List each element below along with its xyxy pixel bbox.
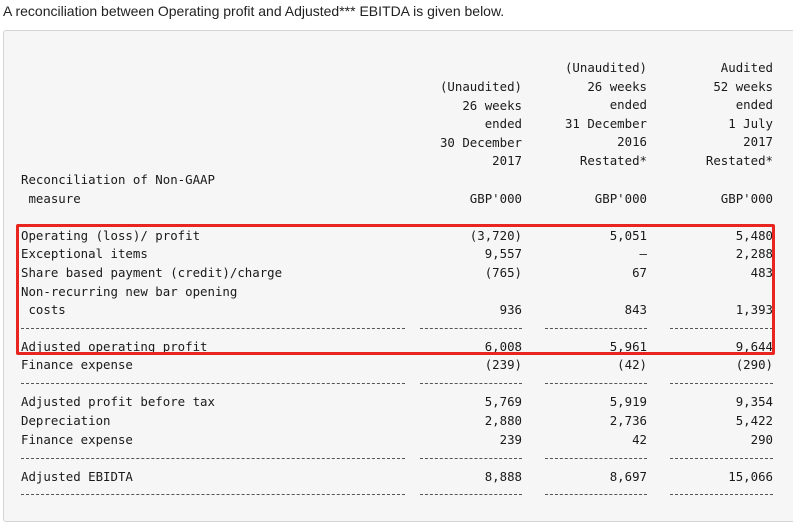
cell-h1-2017: (765)	[484, 265, 522, 280]
cell-fy-2017: (290)	[735, 357, 773, 372]
cell-h1-2016: 843	[624, 302, 647, 317]
divider	[545, 494, 647, 495]
divider	[420, 383, 522, 384]
cell-fy-2017: 5,422	[735, 413, 773, 428]
row-label: Finance expense	[21, 432, 133, 447]
row-label-cont: costs	[21, 302, 66, 317]
cell-h1-2016: (42)	[617, 357, 647, 372]
cell-h1-2016: 5,051	[609, 228, 647, 243]
cell-h1-2016: 2,736	[609, 413, 647, 428]
unit-h1-2017: GBP'000	[469, 191, 522, 206]
row-label: Finance expense	[21, 357, 133, 372]
divider	[670, 328, 773, 329]
divider	[420, 328, 522, 329]
cell-h1-2017: 5,769	[484, 394, 522, 409]
cell-h1-2017: 239	[499, 432, 522, 447]
cell-h1-2016: 8,697	[609, 469, 647, 484]
cell-h1-2017: (239)	[484, 357, 522, 372]
row-label: Adjusted profit before tax	[21, 394, 215, 409]
cell-h1-2017: (3,720)	[469, 228, 522, 243]
column-header-fy-2017: Audited 52 weeks ended 1 July 2017 Resta…	[705, 60, 773, 168]
cell-h1-2016: –	[639, 246, 647, 261]
divider	[670, 494, 773, 495]
cell-h1-2017: 8,888	[484, 469, 522, 484]
column-header-h1-2017: (Unaudited) 26 weeks ended 30 December 2…	[439, 79, 522, 169]
column-header-h1-2016: (Unaudited) 26 weeks ended 31 December 2…	[564, 60, 647, 168]
reconciliation-panel	[3, 30, 793, 522]
intro-text: A reconciliation between Operating profi…	[3, 3, 505, 19]
cell-h1-2016: 67	[632, 265, 647, 280]
table-label-cont: measure	[21, 191, 81, 206]
cell-fy-2017: 2,288	[735, 246, 773, 261]
cell-fy-2017: 5,480	[735, 228, 773, 243]
divider	[670, 383, 773, 384]
unit-fy-2017: GBP'000	[720, 191, 773, 206]
cell-fy-2017: 1,393	[735, 302, 773, 317]
table-label: Reconciliation of Non-GAAP	[21, 172, 215, 187]
cell-fy-2017: 9,644	[735, 339, 773, 354]
unit-h1-2016: GBP'000	[594, 191, 647, 206]
cell-h1-2017: 936	[499, 302, 522, 317]
divider	[545, 458, 647, 459]
cell-h1-2016: 5,919	[609, 394, 647, 409]
cell-fy-2017: 9,354	[735, 394, 773, 409]
cell-h1-2017: 2,880	[484, 413, 522, 428]
row-label: Exceptional items	[21, 246, 148, 261]
divider	[420, 494, 522, 495]
divider	[545, 328, 647, 329]
cell-h1-2016: 42	[632, 432, 647, 447]
row-label: Operating (loss)/ profit	[21, 228, 201, 243]
divider	[21, 494, 405, 495]
divider	[21, 458, 405, 459]
row-label: Adjusted EBIDTA	[21, 469, 133, 484]
cell-fy-2017: 15,066	[728, 469, 773, 484]
cell-h1-2017: 9,557	[484, 246, 522, 261]
cell-fy-2017: 483	[750, 265, 773, 280]
row-label: Non-recurring new bar opening	[21, 284, 238, 299]
divider	[21, 383, 405, 384]
divider	[670, 458, 773, 459]
row-label: Adjusted operating profit	[21, 339, 208, 354]
cell-h1-2016: 5,961	[609, 339, 647, 354]
divider	[545, 383, 647, 384]
row-label: Depreciation	[21, 413, 111, 428]
divider	[420, 458, 522, 459]
cell-fy-2017: 290	[750, 432, 773, 447]
divider	[21, 328, 405, 329]
row-label: Share based payment (credit)/charge	[21, 265, 283, 280]
cell-h1-2017: 6,008	[484, 339, 522, 354]
highlight-box	[16, 224, 775, 355]
